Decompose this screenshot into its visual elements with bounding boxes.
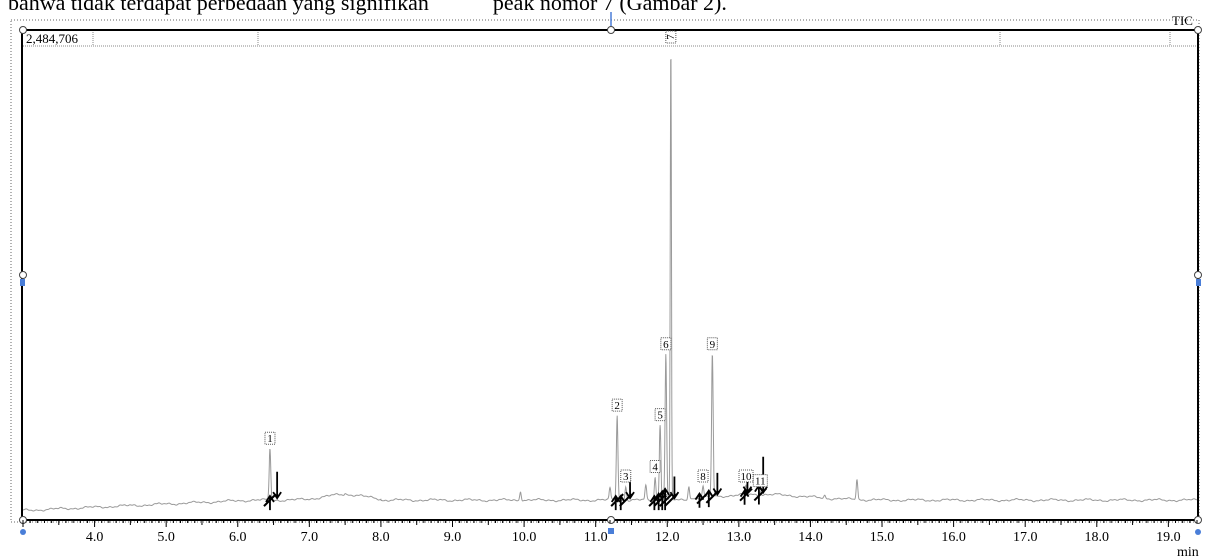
x-tick-label: 10.0 <box>512 530 537 545</box>
x-tick-label: 18.0 <box>1085 530 1110 545</box>
anchor-bottom[interactable] <box>608 528 614 534</box>
x-tick-label: 9.0 <box>444 530 462 545</box>
x-tick-label: 8.0 <box>372 530 390 545</box>
peak-label: 4 <box>649 460 661 474</box>
integration-baseline <box>648 493 662 507</box>
x-tick-label: 6.0 <box>229 530 247 545</box>
peak-labels: 1 2 3 4 5 6 7 8 9 10 11 <box>264 30 768 488</box>
peak-label-box <box>264 431 276 445</box>
max-intensity-label: 2,484,706 <box>26 31 79 46</box>
integration-baseline <box>739 488 753 502</box>
anchor-bottom-left[interactable] <box>20 529 26 535</box>
handle-bottom-middle[interactable] <box>607 516 615 524</box>
outer-selection-frame <box>10 19 1200 523</box>
handle-mid-right[interactable] <box>1194 271 1202 279</box>
x-tick-label: 7.0 <box>301 530 319 545</box>
peak-label-box <box>752 474 768 488</box>
handle-top-middle[interactable] <box>607 26 615 34</box>
peak-label: 6 <box>660 337 672 351</box>
peak-label-box <box>654 408 666 422</box>
x-tick-label: 12.0 <box>655 530 680 545</box>
peak-label-text: 5 <box>657 410 663 422</box>
trace-label: TIC <box>1172 13 1193 28</box>
peak-label: 11 <box>752 474 768 488</box>
peak-label-box <box>620 469 632 483</box>
peak-label-text: 10 <box>741 471 753 483</box>
integration-baseline <box>619 493 633 507</box>
peak-label-text: 2 <box>614 400 620 412</box>
peak-label: 9 <box>706 337 718 351</box>
anchor-right[interactable] <box>1196 279 1201 286</box>
peak-label-text: 9 <box>710 339 716 351</box>
peak-label-text: 1 <box>267 433 273 445</box>
peak-label: 1 <box>264 431 276 445</box>
peak-label-text: 3 <box>623 471 629 483</box>
peak-label-box <box>611 398 623 412</box>
selection-handles[interactable] <box>19 12 1202 535</box>
x-tick-label: 19.0 <box>1156 530 1181 545</box>
x-tick-label: 4.0 <box>86 530 104 545</box>
peak-label: 7 <box>665 30 677 44</box>
peak-label-box <box>697 469 709 483</box>
handle-bottom-right[interactable] <box>1194 516 1202 524</box>
x-axis-unit-label: min <box>1177 545 1199 560</box>
integration-baseline <box>705 490 720 504</box>
peak-label-box <box>649 460 661 474</box>
integration-baseline <box>653 493 667 507</box>
plot-frame <box>21 29 1199 521</box>
anchor-bottom-right[interactable] <box>1195 529 1201 535</box>
integration-marks <box>263 456 768 511</box>
peak-label-text: 7 <box>665 34 677 40</box>
x-tick-label: 14.0 <box>798 530 823 545</box>
integration-arrow <box>272 471 282 500</box>
peak-label: 10 <box>738 469 754 483</box>
peak-label: 8 <box>697 469 709 483</box>
x-tick-label: 17.0 <box>1013 530 1038 545</box>
x-tick-label: 15.0 <box>870 530 895 545</box>
peak-label-box <box>665 30 677 44</box>
peak-label: 2 <box>611 398 623 412</box>
x-tick-label: 11.0 <box>584 530 608 545</box>
peak-label: 5 <box>654 408 666 422</box>
integration-baseline <box>610 493 624 507</box>
peak-label-text: 11 <box>755 476 766 488</box>
integration-baseline <box>753 487 768 502</box>
anchor-left[interactable] <box>20 279 25 286</box>
x-tick-label: 5.0 <box>157 530 175 545</box>
x-tick-label: 16.0 <box>941 530 966 545</box>
handle-top-left[interactable] <box>19 26 27 34</box>
peak-label-text: 8 <box>700 471 706 483</box>
integration-arrow <box>265 494 275 511</box>
peak-label: 3 <box>620 469 632 483</box>
integration-baseline <box>659 493 673 507</box>
x-axis: 4.0 5.0 6.0 7.0 8.0 9.0 10.0 11.0 12.0 13.0 14.0 15… <box>22 520 1198 545</box>
peak-label-text: 6 <box>663 339 669 351</box>
integration-arrow <box>649 494 660 511</box>
peak-label-text: 4 <box>652 462 658 474</box>
handle-mid-left[interactable] <box>19 271 27 279</box>
peak-label-box <box>660 337 672 351</box>
integration-baseline <box>263 493 277 507</box>
handle-top-right[interactable] <box>1194 26 1202 34</box>
integration-baseline <box>664 493 678 507</box>
x-tick-label: 13.0 <box>727 530 752 545</box>
tic-trace-line <box>23 59 1198 512</box>
integration-baseline <box>696 490 710 505</box>
peak-label-box <box>706 337 718 351</box>
